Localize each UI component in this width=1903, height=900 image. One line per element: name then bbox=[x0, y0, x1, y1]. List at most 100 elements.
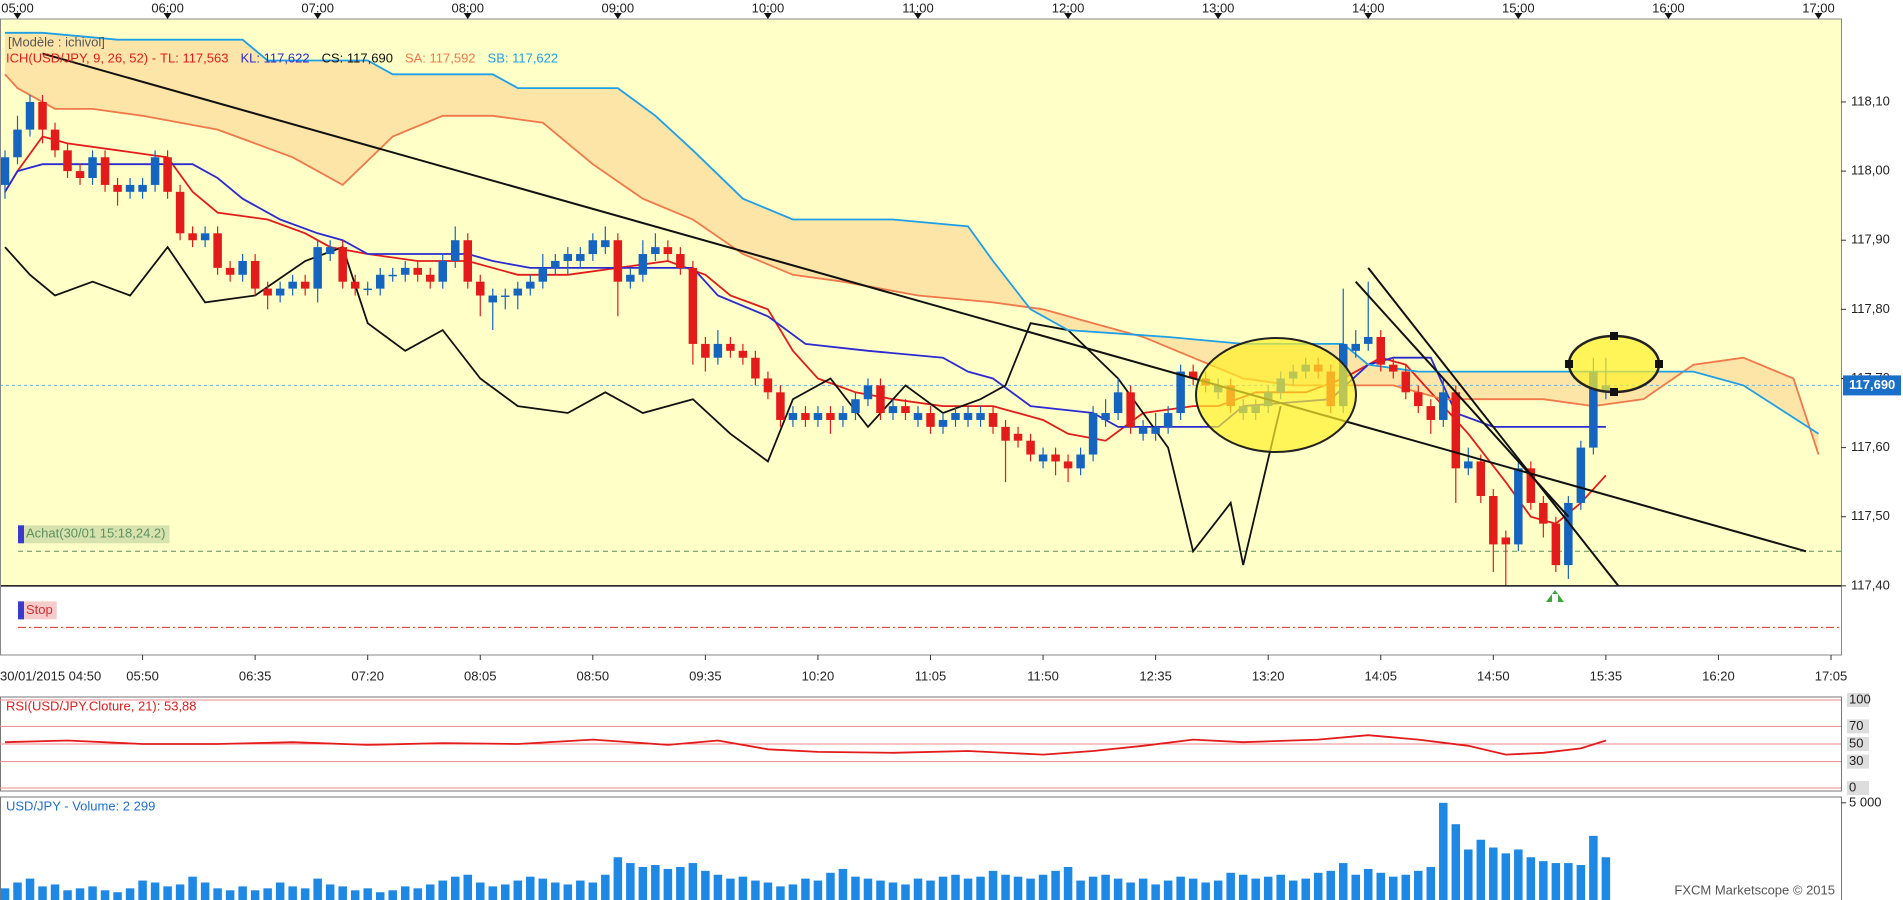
volume-bar bbox=[1539, 861, 1548, 900]
volume-bar bbox=[551, 882, 560, 900]
volume-bar bbox=[1589, 835, 1598, 900]
candle-body bbox=[1476, 461, 1486, 496]
volume-bar bbox=[726, 878, 735, 900]
y-tick-label: 0 bbox=[1849, 779, 1856, 794]
bottom-tick-label: 14:50 bbox=[1477, 668, 1510, 683]
top-tick-label: 06:00 bbox=[151, 0, 184, 15]
candle-body bbox=[463, 240, 473, 282]
candle-body bbox=[1188, 371, 1198, 379]
candle-body bbox=[25, 101, 35, 130]
panel-title: USD/JPY - Volume: 2 299 bbox=[6, 798, 155, 813]
volume-bar bbox=[1038, 874, 1048, 900]
candle-body bbox=[50, 129, 60, 151]
candle-body bbox=[1351, 343, 1360, 351]
volume-bar bbox=[63, 890, 72, 900]
order-label-bg bbox=[22, 601, 57, 620]
top-tick-label: 05:00 bbox=[1, 0, 34, 15]
volume-bar bbox=[1051, 870, 1060, 900]
candle-body bbox=[175, 191, 185, 234]
volume-bar bbox=[1476, 839, 1486, 900]
volume-bar bbox=[1451, 824, 1461, 900]
volume-bar bbox=[225, 890, 235, 900]
volume-bar bbox=[263, 888, 272, 900]
candle-body bbox=[576, 254, 585, 261]
legend-entry: SB: 117,622 bbox=[488, 50, 559, 65]
volume-bar bbox=[1076, 880, 1085, 900]
candle-body bbox=[1451, 392, 1461, 469]
indicator-line bbox=[5, 31, 1819, 435]
credit: FXCM Marketscope © 2015 bbox=[1674, 882, 1835, 897]
volume-bar bbox=[125, 888, 135, 900]
volume-bar bbox=[751, 880, 760, 900]
volume-bar bbox=[138, 880, 147, 900]
candle-body bbox=[325, 247, 335, 255]
candle-body bbox=[926, 413, 935, 427]
volume-bar bbox=[476, 882, 485, 900]
trendline bbox=[1367, 267, 1620, 587]
cloud bbox=[5, 32, 1819, 455]
volume-bar bbox=[626, 863, 635, 900]
volume-bar bbox=[1426, 866, 1436, 900]
order-marker bbox=[18, 601, 24, 620]
candle-body bbox=[1414, 392, 1423, 407]
volume-bar bbox=[150, 882, 160, 900]
volume-bar bbox=[576, 880, 585, 900]
volume-bar bbox=[1201, 882, 1210, 900]
volume-bar bbox=[313, 878, 322, 900]
candle-body bbox=[0, 157, 10, 185]
candle-body bbox=[963, 413, 973, 420]
candle-body bbox=[1026, 440, 1035, 455]
volume-bar bbox=[1439, 802, 1448, 900]
bottom-tick-label: 15:35 bbox=[1590, 668, 1623, 683]
y-tick-label: 117,40 bbox=[1851, 577, 1890, 592]
candle-body bbox=[676, 254, 685, 268]
candle-body bbox=[726, 343, 735, 351]
volume-bar bbox=[738, 876, 748, 900]
order-label-bg bbox=[22, 525, 170, 544]
candle-body bbox=[1063, 461, 1073, 469]
candle-body bbox=[288, 281, 297, 289]
candle-body bbox=[238, 260, 247, 275]
top-tick-marker bbox=[463, 13, 472, 19]
candle-body bbox=[313, 247, 322, 289]
volume-bar bbox=[1514, 849, 1523, 900]
y-tick-label-bg bbox=[1847, 692, 1869, 707]
volume-bar bbox=[300, 888, 310, 900]
candle-body bbox=[75, 171, 85, 178]
y-tick-label-bg bbox=[1847, 754, 1869, 769]
candle-body bbox=[863, 385, 873, 400]
bottom-tick-label: 10:20 bbox=[802, 668, 835, 683]
volume-bar bbox=[1338, 863, 1348, 900]
volume-bar bbox=[788, 884, 798, 900]
last-price-label: 117,690 bbox=[1849, 377, 1895, 392]
candle-body bbox=[876, 385, 885, 414]
candle-body bbox=[100, 157, 110, 185]
volume-bar bbox=[501, 884, 510, 900]
volume-bar bbox=[613, 857, 623, 900]
legend-entry: CS: 117,690 bbox=[322, 50, 393, 65]
candle-body bbox=[1589, 371, 1598, 448]
candle-body bbox=[838, 413, 848, 420]
top-tick-marker bbox=[763, 13, 772, 19]
candle-body bbox=[1151, 426, 1160, 434]
candle-body bbox=[488, 295, 498, 303]
volume-bar bbox=[1389, 876, 1398, 900]
volume-bar bbox=[526, 876, 535, 900]
y-tick-label: 117,60 bbox=[1851, 439, 1890, 454]
candle-body bbox=[663, 247, 673, 255]
candle-body bbox=[113, 184, 122, 192]
volume-bar bbox=[25, 878, 35, 900]
candle-body bbox=[375, 274, 385, 289]
candle-body bbox=[1576, 447, 1586, 503]
volume-bar bbox=[1564, 863, 1573, 900]
volume-bar bbox=[538, 878, 548, 900]
indicator-line bbox=[4, 135, 1607, 525]
volume-bar bbox=[801, 878, 810, 900]
top-tick-label: 17:00 bbox=[1802, 0, 1835, 15]
candle-body bbox=[1001, 426, 1010, 441]
candle-body bbox=[913, 413, 923, 420]
volume-bar bbox=[1301, 878, 1310, 900]
candle-body bbox=[1426, 406, 1436, 420]
top-tick-label: 12:00 bbox=[1052, 0, 1085, 15]
candle-body bbox=[1088, 413, 1098, 455]
